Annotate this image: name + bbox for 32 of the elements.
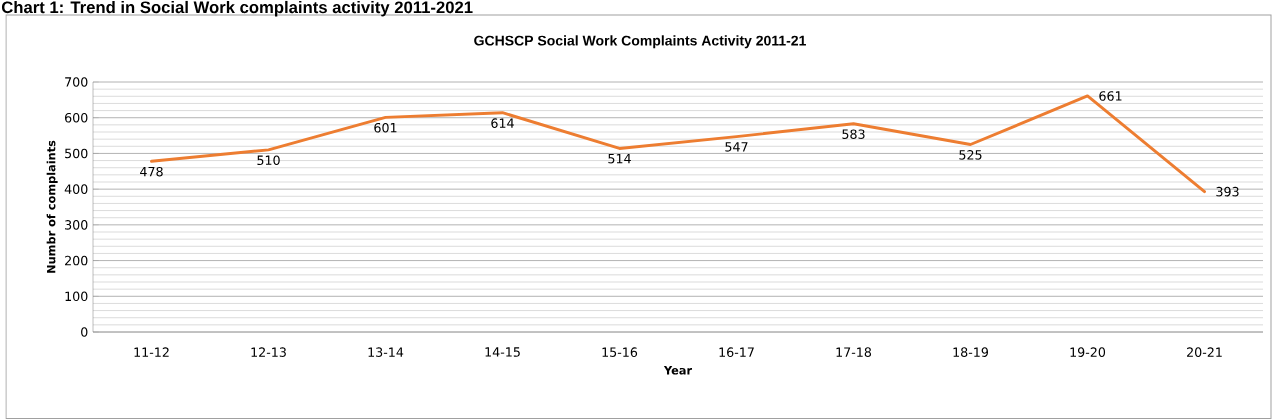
x-tick-label: 14-15 xyxy=(485,347,520,357)
data-label: 525 xyxy=(959,150,982,160)
y-tick-label: 0 xyxy=(81,327,88,337)
data-label: 514 xyxy=(608,154,631,164)
data-label: 614 xyxy=(491,118,514,128)
chart-title: Chart 1: Trend in Social Work complaints activity 2011-2021 xyxy=(1,0,473,17)
y-tick-label: 500 xyxy=(65,148,88,159)
x-tick-label: 19-20 xyxy=(1070,347,1106,357)
x-tick-label: 13-14 xyxy=(368,347,404,357)
y-tick-label: 100 xyxy=(65,291,88,302)
y-tick-label: 200 xyxy=(65,255,88,266)
data-label: 601 xyxy=(374,122,397,133)
x-tick-label: 12-13 xyxy=(251,347,286,357)
data-label: 661 xyxy=(1099,91,1122,101)
x-axis-title: Year xyxy=(663,366,693,375)
data-label: 547 xyxy=(725,142,748,152)
x-tick-label: 17-18 xyxy=(836,347,872,357)
y-tick-label: 700 xyxy=(65,77,88,87)
x-tick-label: 20-21 xyxy=(1187,347,1222,357)
y-tick-label: 600 xyxy=(65,112,88,123)
data-label: 510 xyxy=(257,155,280,166)
data-label: 583 xyxy=(842,129,865,139)
data-label: 393 xyxy=(1216,186,1239,197)
x-tick-label: 11-12 xyxy=(134,347,169,357)
chart-subtitle: GCHSCP Social Work Complaints Activity 2011-21 xyxy=(474,35,806,49)
data-label: 478 xyxy=(140,166,163,177)
x-tick-label: 15-16 xyxy=(602,347,638,357)
y-axis-title: Numbr of complaints xyxy=(46,140,58,273)
y-tick-label: 400 xyxy=(64,184,88,194)
y-tick-label: 300 xyxy=(65,220,88,230)
x-tick-label: 18-19 xyxy=(953,347,989,357)
x-tick-label: 16-17 xyxy=(719,347,754,357)
